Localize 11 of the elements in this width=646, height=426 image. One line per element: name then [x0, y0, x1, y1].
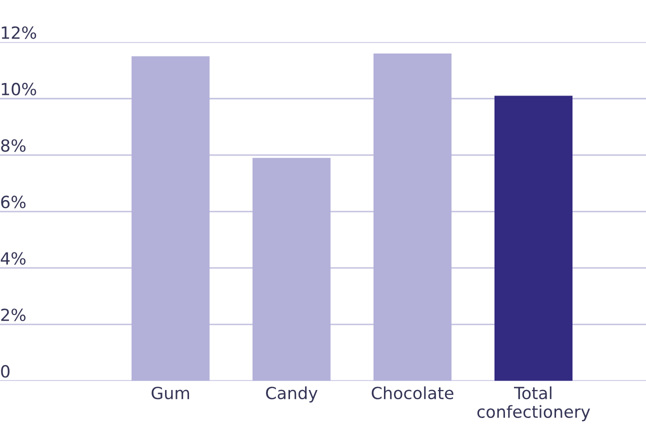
x-tick-label: Gum: [152, 386, 190, 400]
y-tick-label: 10%: [2, 82, 36, 96]
y-tick-label: 2%: [1, 308, 26, 322]
y-tick-label: 4%: [0, 252, 26, 265]
y-tick-label: 8%: [1, 139, 26, 152]
y-tick-label: 12%: [2, 26, 36, 39]
x-tick-label: Candy: [266, 386, 318, 403]
y-tick-label: 0: [1, 365, 10, 378]
y-tick-label: 6%: [1, 196, 26, 208]
x-tick-label: Total confectionery: [477, 386, 590, 422]
x-tick-label: Chocolate: [372, 386, 454, 400]
